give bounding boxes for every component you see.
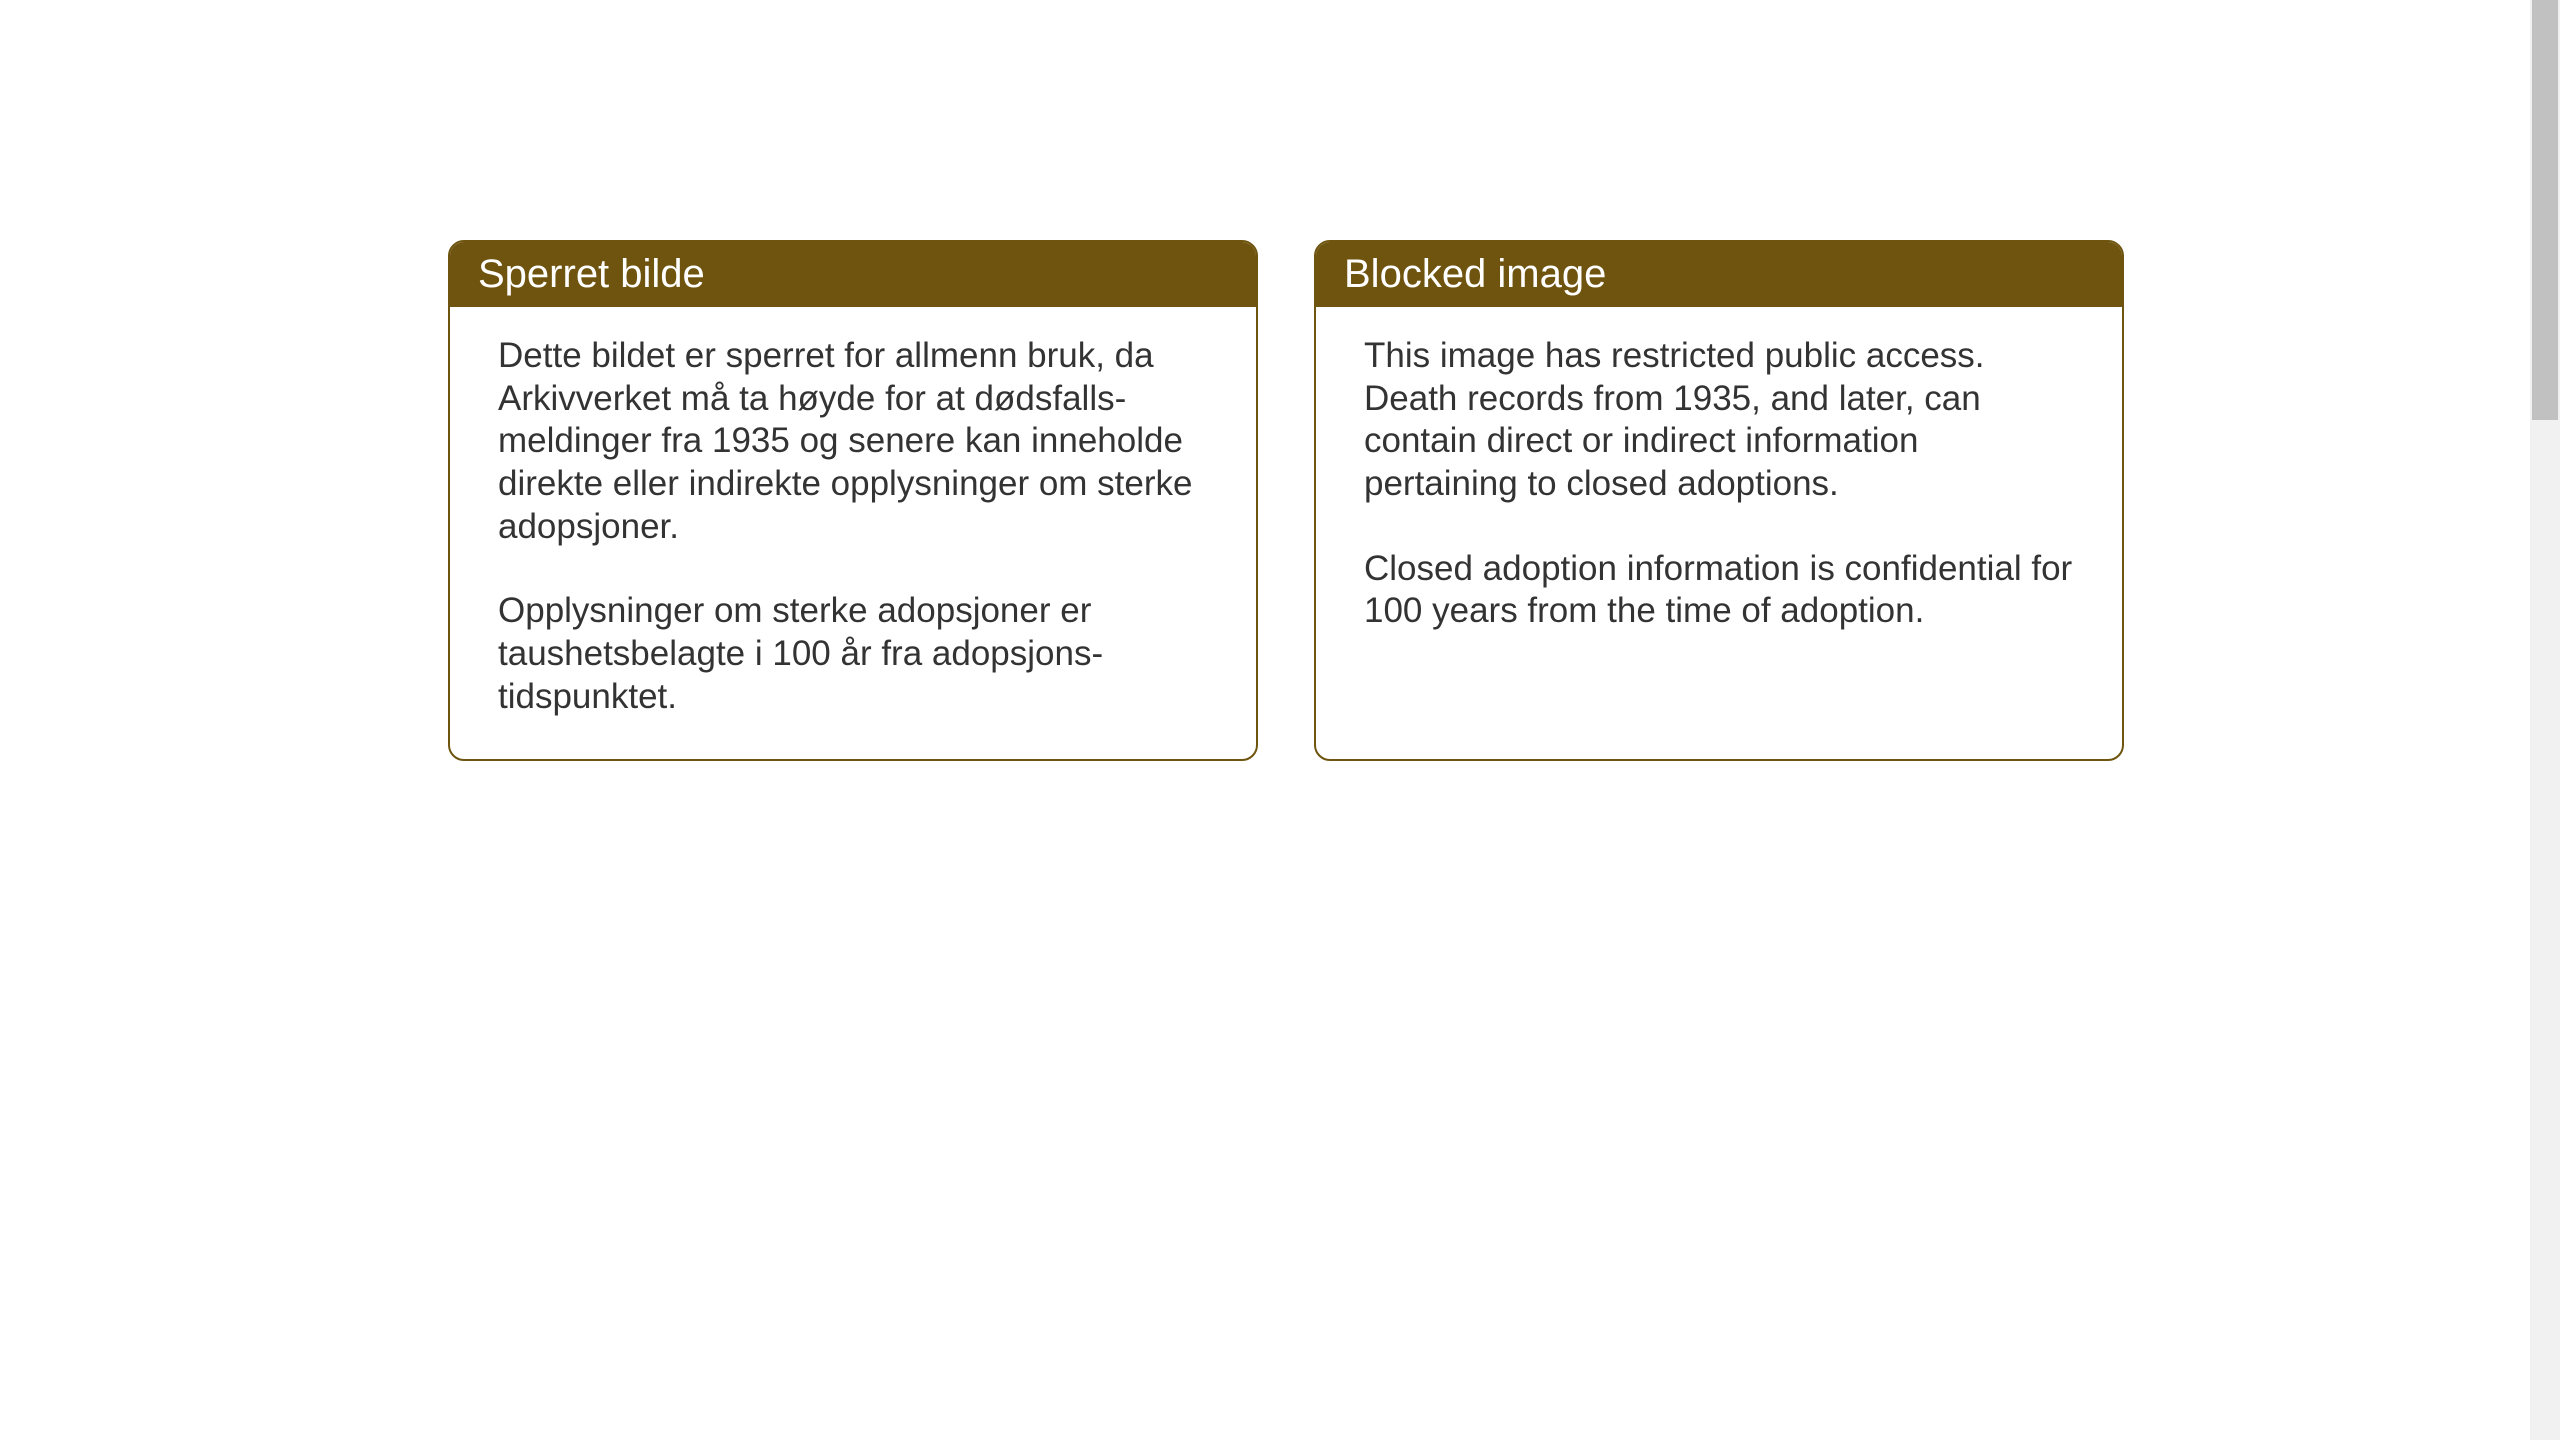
english-card-title: Blocked image — [1344, 252, 1606, 296]
english-card: Blocked image This image has restricted … — [1314, 240, 2124, 761]
norwegian-card-body: Dette bildet er sperret for allmenn bruk… — [450, 307, 1256, 759]
norwegian-card-header: Sperret bilde — [450, 242, 1256, 307]
scrollbar-thumb[interactable] — [2532, 0, 2558, 420]
norwegian-paragraph-1: Dette bildet er sperret for allmenn bruk… — [498, 335, 1208, 548]
norwegian-card: Sperret bilde Dette bildet er sperret fo… — [448, 240, 1258, 761]
english-card-header: Blocked image — [1316, 242, 2122, 307]
english-card-body: This image has restricted public access.… — [1316, 307, 2122, 673]
scrollbar-track[interactable] — [2530, 0, 2560, 1440]
english-paragraph-2: Closed adoption information is confident… — [1364, 548, 2074, 633]
english-paragraph-1: This image has restricted public access.… — [1364, 335, 2074, 506]
norwegian-card-title: Sperret bilde — [478, 252, 705, 296]
cards-container: Sperret bilde Dette bildet er sperret fo… — [448, 240, 2124, 761]
norwegian-paragraph-2: Opplysninger om sterke adopsjoner er tau… — [498, 590, 1208, 718]
